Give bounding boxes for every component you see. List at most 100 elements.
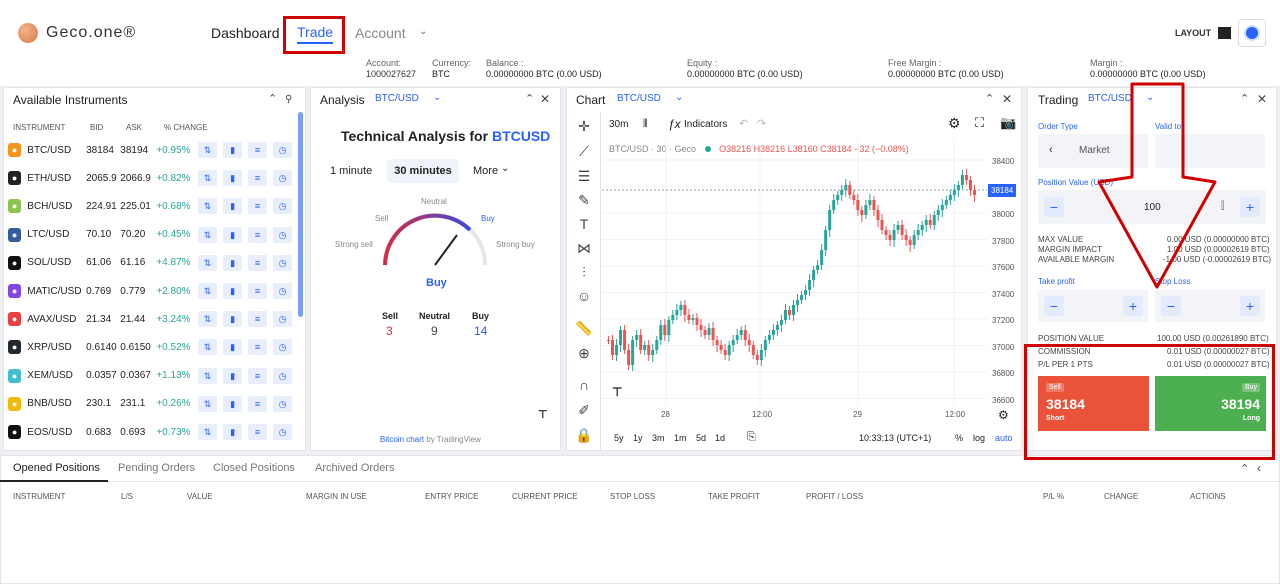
logo[interactable]: Geco.one® bbox=[18, 23, 136, 43]
clock-icon[interactable]: ◷ bbox=[273, 395, 293, 412]
zoom-in-icon[interactable]: ⊕ bbox=[578, 345, 590, 361]
clock-icon[interactable]: ◷ bbox=[273, 142, 293, 158]
instrument-row[interactable]: ● BNB/USD 230.1 231.1 +0.26% ⇅ ▮ ≡ ◷ bbox=[8, 390, 298, 418]
collapse-icon[interactable]: ⌃ bbox=[1240, 93, 1250, 105]
nav-trade[interactable]: Trade bbox=[297, 24, 334, 44]
chevron-down-icon[interactable]: ⌄ bbox=[501, 163, 510, 174]
forecast-icon[interactable]: ⫶ bbox=[582, 264, 586, 280]
smiley-icon[interactable]: ☺ bbox=[576, 288, 592, 304]
bar-chart-icon[interactable]: ▮ bbox=[223, 367, 243, 384]
undo-icon[interactable]: ↶ bbox=[739, 118, 749, 130]
list-icon[interactable]: ≡ bbox=[248, 367, 268, 384]
clock-icon[interactable]: ◷ bbox=[273, 198, 293, 215]
instrument-row[interactable]: ● EOS/USD 0.683 0.693 +0.73% ⇅ ▮ ≡ ◷ bbox=[8, 418, 298, 446]
auto-toggle[interactable]: auto bbox=[995, 433, 1013, 443]
redo-icon[interactable]: ↷ bbox=[757, 118, 767, 130]
settings-icon[interactable]: ⚙ bbox=[948, 115, 961, 131]
list-icon[interactable]: ≡ bbox=[248, 424, 268, 440]
list-icon[interactable]: ≡ bbox=[248, 283, 268, 299]
lock-icon[interactable]: 🔒 bbox=[575, 427, 593, 443]
stop-loss-increase[interactable]: + bbox=[1240, 296, 1260, 316]
swap-icon[interactable]: ⇅ bbox=[198, 395, 218, 412]
log-toggle[interactable]: log bbox=[973, 433, 986, 443]
analysis-pair[interactable]: BTC/USD bbox=[375, 93, 419, 104]
interval-button[interactable]: 30m bbox=[609, 119, 629, 130]
instrument-row[interactable]: ● BTC/USD 38184 38194 +0.95% ⇅ ▮ ≡ ◷ bbox=[8, 136, 298, 164]
buy-button[interactable]: Buy 38194 Long bbox=[1155, 376, 1266, 431]
list-icon[interactable]: ≡ bbox=[248, 198, 268, 215]
bar-chart-icon[interactable]: ▮ bbox=[223, 254, 243, 271]
bar-chart-icon[interactable]: ▮ bbox=[223, 311, 243, 328]
collapse-icon[interactable]: ⌃ bbox=[268, 93, 278, 105]
trading-pair[interactable]: BTC/USD bbox=[1088, 93, 1132, 104]
chevron-left-icon[interactable]: ‹ bbox=[1257, 461, 1261, 475]
sell-button[interactable]: Sell 38184 Short bbox=[1038, 376, 1149, 431]
collapse-icon[interactable]: ⌃ bbox=[1240, 463, 1250, 475]
bitcoin-chart-link[interactable]: Bitcoin chart bbox=[380, 435, 425, 444]
take-profit-decrease[interactable]: − bbox=[1044, 296, 1064, 316]
bar-chart-icon[interactable]: ▮ bbox=[223, 198, 243, 215]
bar-chart-icon[interactable]: ▮ bbox=[223, 424, 243, 440]
clock-icon[interactable]: ◷ bbox=[273, 424, 293, 440]
clock-icon[interactable]: ◷ bbox=[273, 311, 293, 328]
lock-draw-icon[interactable]: ✐ bbox=[578, 402, 590, 418]
bar-chart-icon[interactable]: ▮ bbox=[223, 142, 243, 158]
range-1d[interactable]: 1d bbox=[715, 433, 726, 443]
swap-icon[interactable]: ⇅ bbox=[198, 142, 218, 158]
bar-chart-icon[interactable]: ▮ bbox=[223, 226, 243, 243]
chevron-down-icon[interactable]: ⌄ bbox=[433, 92, 442, 103]
instrument-row[interactable]: ● XRP/USD 0.6140 0.6150 +0.52% ⇅ ▮ ≡ ◷ bbox=[8, 333, 298, 361]
position-value-input[interactable]: 100 bbox=[1144, 202, 1161, 213]
swap-icon[interactable]: ⇅ bbox=[198, 254, 218, 271]
chart-pair[interactable]: BTC/USD bbox=[617, 93, 661, 104]
instrument-row[interactable]: ● ETH/USD 2065.9 2066.9 +0.82% ⇅ ▮ ≡ ◷ bbox=[8, 164, 298, 192]
decrease-button[interactable]: − bbox=[1044, 197, 1064, 217]
close-icon[interactable]: ✕ bbox=[1257, 92, 1268, 106]
trendline-icon[interactable]: ⟋ bbox=[579, 143, 589, 159]
list-icon[interactable]: ≡ bbox=[248, 311, 268, 328]
pattern-icon[interactable]: ⋈ bbox=[577, 240, 591, 256]
tradingview-logo-icon[interactable]: ⊤ bbox=[538, 409, 548, 421]
range-1y[interactable]: 1y bbox=[633, 433, 643, 443]
clock-icon[interactable]: ◷ bbox=[273, 283, 293, 299]
range-3m[interactable]: 3m bbox=[652, 433, 665, 443]
nav-dashboard[interactable]: Dashboard bbox=[211, 25, 280, 41]
collapse-icon[interactable]: ⌃ bbox=[985, 93, 995, 105]
swap-icon[interactable]: ⇅ bbox=[198, 339, 218, 356]
chevron-down-icon[interactable]: ⌄ bbox=[419, 26, 428, 37]
collapse-icon[interactable]: ⌃ bbox=[525, 93, 535, 105]
range-5y[interactable]: 5y bbox=[614, 433, 624, 443]
tab-closed-positions[interactable]: Closed Positions bbox=[213, 462, 295, 474]
camera-icon[interactable]: 📷 bbox=[1000, 115, 1017, 130]
swap-icon[interactable]: ⇅ bbox=[198, 170, 218, 187]
indicators-button[interactable]: Indicators bbox=[684, 119, 728, 130]
swap-icon[interactable]: ⇅ bbox=[198, 226, 218, 243]
clock-icon[interactable]: ◷ bbox=[273, 254, 293, 271]
brush-icon[interactable]: ✎ bbox=[578, 192, 590, 208]
list-icon[interactable]: ≡ bbox=[248, 170, 268, 187]
price-chart[interactable] bbox=[602, 140, 987, 405]
instrument-row[interactable]: ● MATIC/USD 0.769 0.779 +2.80% ⇅ ▮ ≡ ◷ bbox=[8, 277, 298, 305]
list-icon[interactable]: ≡ bbox=[248, 254, 268, 271]
tab-archived-orders[interactable]: Archived Orders bbox=[315, 462, 395, 474]
tab-30-minutes[interactable]: 30 minutes bbox=[387, 159, 459, 183]
tab-more[interactable]: More bbox=[473, 165, 499, 177]
magnet-icon[interactable]: ∩ bbox=[578, 377, 590, 393]
swap-icon[interactable]: ⇅ bbox=[198, 367, 218, 384]
stop-loss-decrease[interactable]: − bbox=[1161, 296, 1181, 316]
chevron-down-icon[interactable]: ⌄ bbox=[675, 92, 684, 103]
list-icon[interactable]: ≡ bbox=[248, 395, 268, 412]
fx-icon[interactable]: ƒx bbox=[668, 117, 681, 131]
candles-icon[interactable]: ⫴ bbox=[643, 118, 648, 130]
chevron-down-icon[interactable]: ⌄ bbox=[1146, 92, 1155, 103]
range-5d[interactable]: 5d bbox=[696, 433, 707, 443]
increase-button[interactable]: + bbox=[1240, 197, 1260, 217]
ruler-icon[interactable]: 📏 bbox=[575, 320, 593, 336]
instrument-row[interactable]: ● XEM/USD 0.0357 0.0367 +1.13% ⇅ ▮ ≡ ◷ bbox=[8, 362, 298, 390]
goto-date-icon[interactable]: ⎘ bbox=[747, 431, 756, 443]
theme-toggle[interactable] bbox=[1238, 19, 1266, 47]
clock-icon[interactable]: ◷ bbox=[273, 367, 293, 384]
search-icon[interactable]: ⚲ bbox=[285, 94, 293, 105]
crosshair-icon[interactable]: ✛ bbox=[578, 118, 590, 134]
tab-opened-positions[interactable]: Opened Positions bbox=[13, 462, 100, 474]
